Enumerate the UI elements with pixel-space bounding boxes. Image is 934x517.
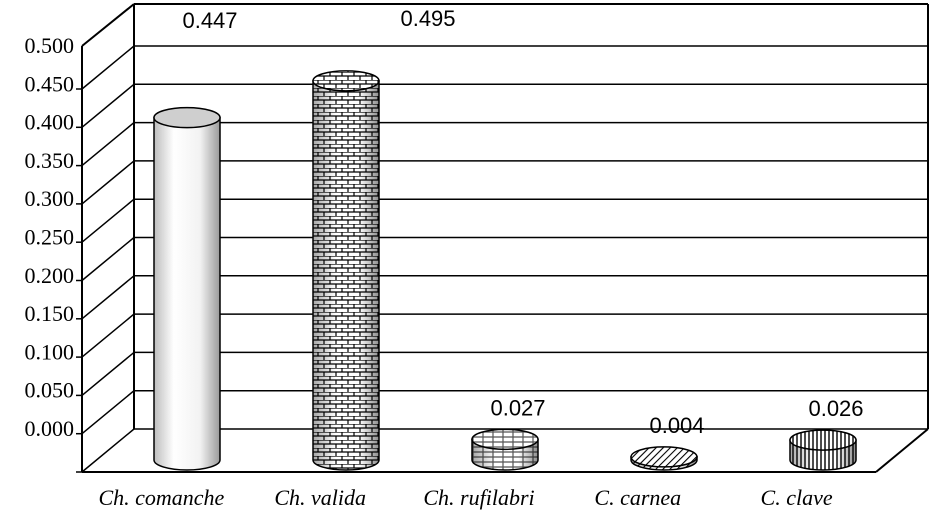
gridline-diagonal	[81, 83, 135, 128]
y-tick-label: 0.400	[25, 110, 75, 135]
gridline-diagonal	[81, 45, 135, 90]
y-axis-tick-labels: 0.000 0.050 0.100 0.150 0.200 0.250 0.300 0.350…	[25, 33, 75, 441]
bar	[471, 428, 539, 471]
data-label: 0.026	[808, 396, 863, 421]
y-tick-label: 0.100	[25, 339, 75, 364]
y-tick-label: 0.050	[25, 378, 75, 403]
y-tick-label: 0.500	[25, 33, 75, 58]
bars	[153, 70, 857, 471]
data-label: 0.447	[182, 8, 237, 33]
gridline-diagonal	[81, 160, 135, 205]
gridline-diagonal	[81, 390, 135, 435]
bar-top	[630, 446, 698, 468]
category-label: C. carnea	[594, 485, 681, 510]
bar-top	[153, 106, 221, 129]
bar	[630, 446, 698, 471]
bar-body	[153, 116, 221, 471]
gridline-diagonal	[81, 236, 135, 282]
data-label: 0.004	[649, 413, 704, 438]
y-tick-label: 0.350	[25, 148, 75, 173]
gridlines	[76, 45, 928, 473]
category-label: Ch. valida	[274, 485, 366, 510]
x-axis-category-labels: Ch. comanche Ch. valida Ch. rufilabri C. ca…	[98, 485, 832, 510]
gridline-diagonal	[81, 122, 135, 167]
plot-frame	[81, 3, 929, 473]
category-label: Ch. rufilabri	[423, 485, 534, 510]
y-tick-label: 0.150	[25, 301, 75, 326]
bar-top	[789, 429, 857, 451]
gridline-diagonal	[81, 198, 135, 243]
gridline-diagonal	[81, 275, 135, 320]
y-tick-label: 0.000	[25, 416, 75, 441]
category-label: Ch. comanche	[98, 485, 224, 510]
y-tick-label: 0.450	[25, 71, 75, 96]
y-tick-label: 0.250	[25, 225, 75, 250]
y-tick-label: 0.300	[25, 186, 75, 211]
gridline-diagonal	[81, 428, 135, 473]
data-label: 0.027	[490, 395, 545, 420]
data-label: 0.495	[400, 6, 455, 31]
bar-top	[471, 428, 539, 451]
left-wall-top-edge	[81, 3, 135, 47]
y-tick-label: 0.200	[25, 263, 75, 288]
gridline-diagonal	[81, 351, 135, 396]
floor-right-edge	[875, 428, 929, 473]
category-label: C. clave	[761, 485, 833, 510]
bar	[312, 70, 380, 471]
bar-top	[312, 70, 380, 92]
gridline-diagonal	[81, 313, 135, 358]
bar	[789, 429, 857, 471]
bar-shading	[313, 80, 379, 470]
data-labels: 0.447 0.495 0.027 0.004 0.026	[182, 6, 863, 438]
bar	[153, 106, 221, 471]
